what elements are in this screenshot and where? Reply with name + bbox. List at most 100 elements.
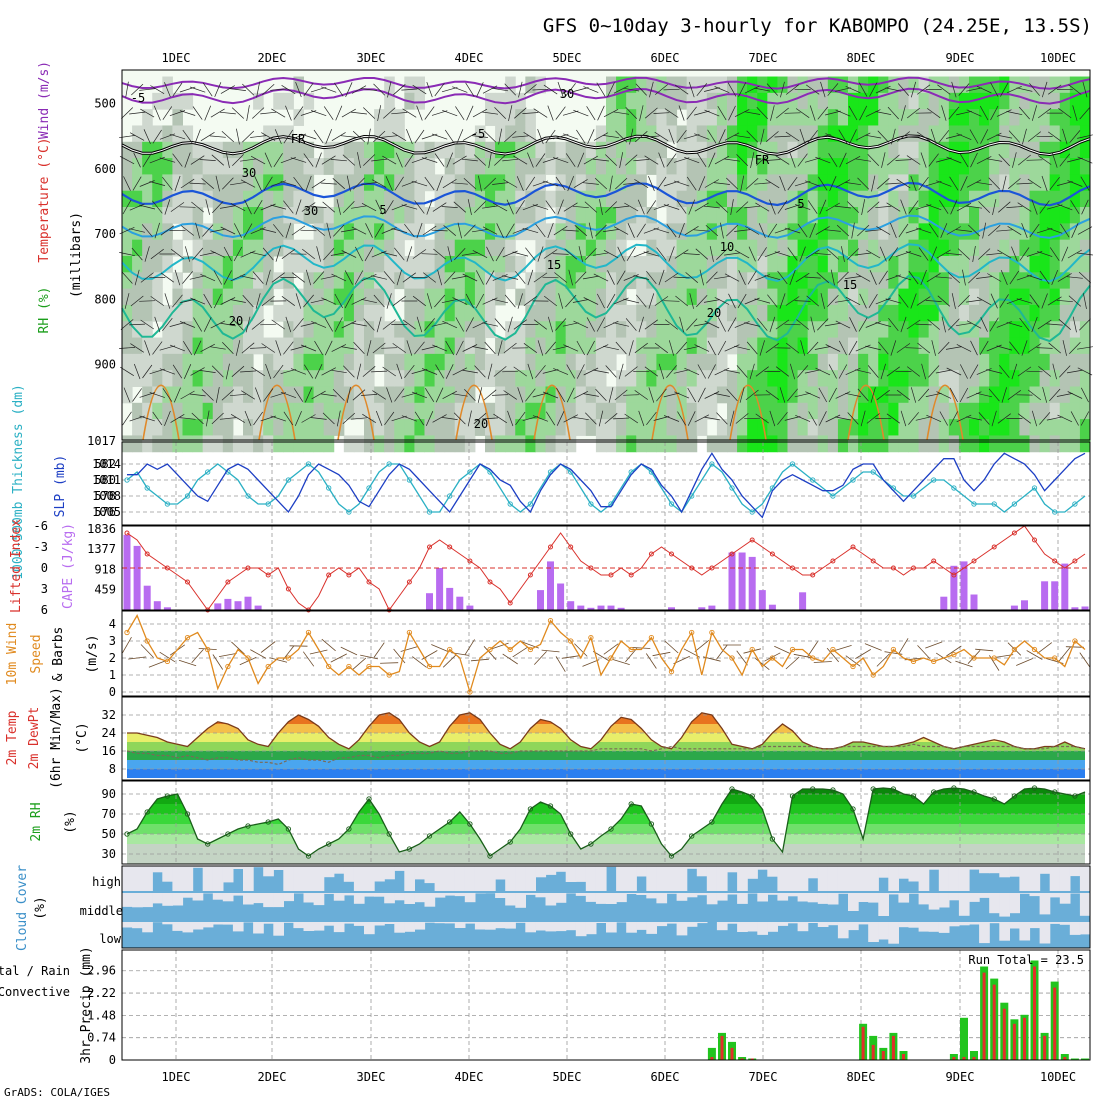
rh-cell bbox=[212, 402, 224, 420]
wind-barb bbox=[174, 175, 181, 192]
cloud-clear bbox=[283, 893, 294, 902]
cloud-clear bbox=[505, 922, 516, 929]
wind-barb bbox=[366, 340, 372, 356]
cloud-clear bbox=[757, 922, 768, 935]
wind-barb bbox=[826, 647, 840, 663]
rh-cell bbox=[797, 109, 809, 126]
rh-cell bbox=[686, 272, 698, 290]
wind-barb bbox=[283, 200, 294, 214]
wind-barb bbox=[567, 175, 575, 192]
rh-cell bbox=[343, 353, 355, 371]
rh-cell bbox=[585, 402, 597, 420]
rh-cell bbox=[979, 109, 990, 126]
rh-cell bbox=[636, 353, 647, 371]
rh-cell bbox=[868, 125, 879, 143]
rh-cell bbox=[1079, 158, 1091, 175]
rh-cell bbox=[958, 109, 970, 126]
cloud-clear bbox=[888, 893, 899, 895]
date-tick-6DEC: 6DEC bbox=[651, 51, 680, 65]
rh-cell bbox=[162, 141, 173, 159]
wind-barb bbox=[129, 323, 146, 326]
li-tick: 3 bbox=[41, 582, 48, 596]
cloud-clear bbox=[212, 893, 224, 900]
rh-cell bbox=[686, 239, 698, 257]
rh-cell bbox=[575, 353, 587, 371]
rh-cell bbox=[616, 370, 627, 387]
rh-cell bbox=[434, 239, 446, 257]
rh-cell bbox=[827, 76, 839, 94]
wind-barb bbox=[242, 83, 255, 96]
rh-cell bbox=[827, 304, 839, 322]
rh-cell bbox=[424, 337, 436, 355]
rh-cell bbox=[948, 190, 960, 208]
cloud-clear bbox=[969, 922, 980, 925]
wind-barb bbox=[283, 341, 294, 355]
rh-cell bbox=[1019, 190, 1030, 208]
rh-cell bbox=[585, 141, 597, 159]
rh-cell bbox=[414, 402, 425, 420]
wind-barb bbox=[825, 133, 841, 140]
rh-cell bbox=[837, 353, 849, 371]
wind-barb bbox=[1027, 343, 1042, 353]
cape-bar bbox=[768, 604, 776, 610]
rh-cell bbox=[454, 402, 466, 420]
rh-cell bbox=[1059, 402, 1071, 420]
rh-cell bbox=[767, 174, 778, 192]
wind-barb bbox=[193, 340, 202, 356]
wind-barb bbox=[184, 152, 191, 168]
rh-cell bbox=[464, 288, 476, 306]
cloud-clear bbox=[1069, 922, 1081, 935]
wind-barb bbox=[918, 176, 929, 191]
wind-speed-point bbox=[184, 634, 191, 641]
rh-cell bbox=[868, 223, 879, 241]
wind-barb bbox=[1067, 180, 1083, 187]
rh-cell bbox=[888, 239, 899, 257]
rh-cell bbox=[555, 435, 567, 453]
rh-cell bbox=[747, 419, 758, 436]
wind-barb bbox=[1011, 363, 1018, 380]
wind-barb bbox=[140, 319, 154, 330]
wind-barb bbox=[1067, 249, 1082, 259]
wind-barb bbox=[182, 271, 193, 284]
wind-barb bbox=[240, 250, 256, 258]
wind-barb bbox=[434, 153, 445, 167]
wind-barb bbox=[454, 247, 466, 261]
wind-barb bbox=[730, 199, 734, 215]
wind-barb bbox=[615, 177, 628, 190]
wind-barb bbox=[512, 135, 529, 138]
wind-barb bbox=[857, 224, 870, 237]
rh-cell bbox=[757, 125, 768, 143]
wind-barb bbox=[738, 82, 747, 97]
rh-cell bbox=[696, 223, 708, 241]
wind-barb bbox=[925, 180, 942, 187]
wind-barb bbox=[1061, 246, 1069, 262]
wind-barb bbox=[472, 250, 488, 259]
wind-barb bbox=[744, 322, 761, 327]
wind-barb bbox=[829, 176, 837, 192]
rh-cell bbox=[626, 321, 637, 339]
wind-barb bbox=[373, 130, 386, 143]
lifted-index-point bbox=[225, 579, 231, 585]
rh-cell bbox=[908, 125, 920, 143]
wind-barb bbox=[754, 298, 771, 304]
rh-cell bbox=[404, 255, 415, 273]
rh-cell bbox=[807, 402, 819, 420]
rh-cell bbox=[827, 337, 839, 355]
rh-cell bbox=[1009, 353, 1020, 371]
chart-title: GFS 0~10day 3-hourly for KABOMPO (24.25E… bbox=[543, 15, 1092, 37]
wind-speed-point bbox=[628, 646, 634, 653]
thickness-tick: 576 bbox=[94, 505, 116, 519]
wind-barb bbox=[1037, 642, 1053, 654]
rh-cell bbox=[485, 174, 496, 192]
rh-cell bbox=[989, 239, 1000, 257]
cloud-row-middle: middle bbox=[80, 904, 123, 918]
wind-barb bbox=[485, 270, 495, 285]
lifted-index-point bbox=[648, 551, 654, 557]
wind-barb bbox=[334, 317, 343, 332]
wind-barb bbox=[714, 275, 730, 280]
rh-cell bbox=[232, 207, 244, 224]
lifted-index-point bbox=[729, 551, 735, 557]
rh-cell bbox=[999, 92, 1010, 110]
date-tick-9DEC: 9DEC bbox=[946, 51, 975, 65]
rh-cell bbox=[162, 419, 173, 436]
